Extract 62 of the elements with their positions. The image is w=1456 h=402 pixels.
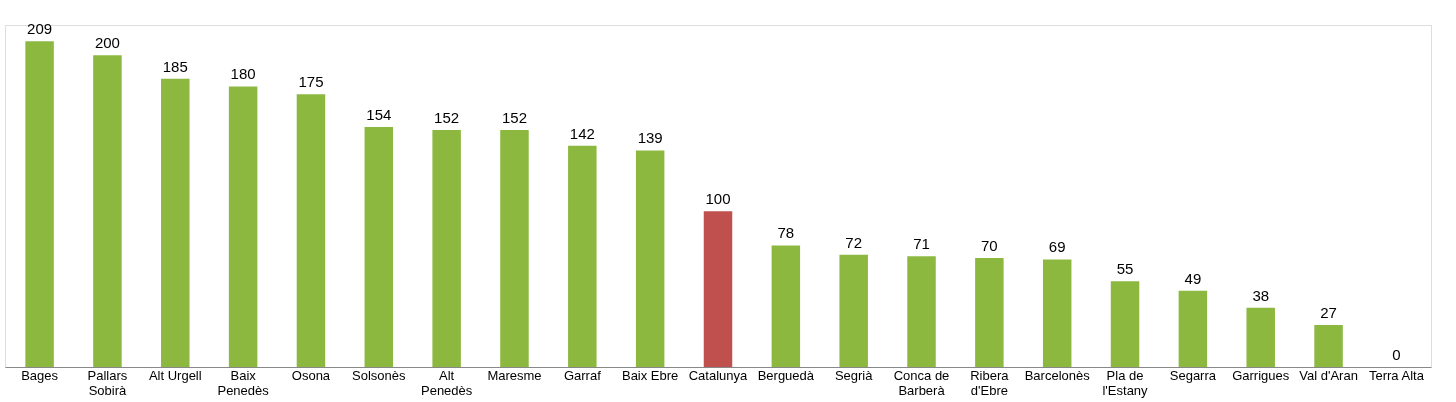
- x-tick-label: Baix Penedès: [217, 367, 270, 398]
- bar: [635, 150, 665, 367]
- data-label: 38: [1252, 286, 1270, 304]
- bar: [703, 211, 733, 367]
- x-tick-label: Solsonès: [352, 367, 407, 383]
- bar: [93, 55, 122, 367]
- bar: [364, 127, 394, 367]
- data-label: 70: [981, 236, 998, 254]
- x-tick-label: Ribera d'Ebre: [970, 367, 1010, 398]
- bar: [500, 130, 529, 367]
- bar: [771, 245, 801, 367]
- data-label: 49: [1184, 269, 1202, 287]
- x-tick-label: Berguedà: [757, 367, 815, 383]
- bar: [296, 94, 326, 367]
- bar: [1110, 281, 1140, 367]
- data-label: 185: [162, 57, 188, 75]
- x-tick-label: Baix Ebre: [621, 367, 679, 383]
- x-tick-label: Pla de l'Estany: [1102, 367, 1149, 398]
- data-label: 209: [27, 20, 53, 38]
- bar: [228, 86, 258, 367]
- data-label: 175: [298, 73, 324, 91]
- data-label: 152: [501, 109, 527, 127]
- data-label: 72: [845, 233, 863, 251]
- x-tick-label: Osona: [291, 367, 331, 383]
- bar: [1314, 324, 1343, 367]
- x-tick-label: Alt Urgell: [148, 367, 202, 383]
- x-tick-label: Garrigues: [1232, 367, 1290, 383]
- x-tick-label: Val d'Aran: [1299, 367, 1358, 383]
- bar: [25, 41, 54, 367]
- bar: [907, 256, 936, 367]
- data-label: 180: [230, 65, 256, 83]
- bar: [432, 130, 461, 367]
- data-label: 78: [777, 224, 795, 242]
- x-tick-label: Bages: [21, 367, 59, 383]
- x-tick-label: Segarra: [1169, 367, 1217, 383]
- data-label: 71: [913, 235, 930, 253]
- bar: [975, 257, 1004, 367]
- data-label: 100: [705, 190, 731, 208]
- data-label: 0: [1392, 346, 1401, 363]
- x-tick-label: Terra Alta: [1368, 367, 1425, 383]
- x-tick-label: Catalunya: [688, 367, 749, 383]
- data-label: 152: [434, 109, 460, 127]
- x-tick-label: Maresme: [487, 367, 542, 383]
- data-label: 27: [1320, 303, 1337, 321]
- data-label: 55: [1116, 260, 1134, 278]
- x-tick-label: Barcelonès: [1024, 367, 1091, 383]
- x-tick-label: Alt Penedès: [420, 367, 473, 398]
- data-label: 154: [366, 106, 392, 123]
- data-label: 142: [569, 124, 595, 142]
- x-tick-label: Segrià: [834, 367, 874, 383]
- bar: [1042, 259, 1072, 367]
- x-tick-label: Pallars Sobirà: [87, 367, 128, 398]
- x-tick-label: Garraf: [563, 367, 602, 383]
- bar: [161, 78, 190, 367]
- bar: [1246, 307, 1275, 367]
- data-label: 69: [1048, 238, 1066, 256]
- data-label: 139: [637, 129, 663, 147]
- bar: [839, 254, 868, 367]
- bar: [568, 145, 597, 367]
- x-tick-label: Conca de Barberà: [893, 367, 950, 398]
- data-label: 200: [94, 34, 120, 52]
- bar: [1178, 290, 1208, 367]
